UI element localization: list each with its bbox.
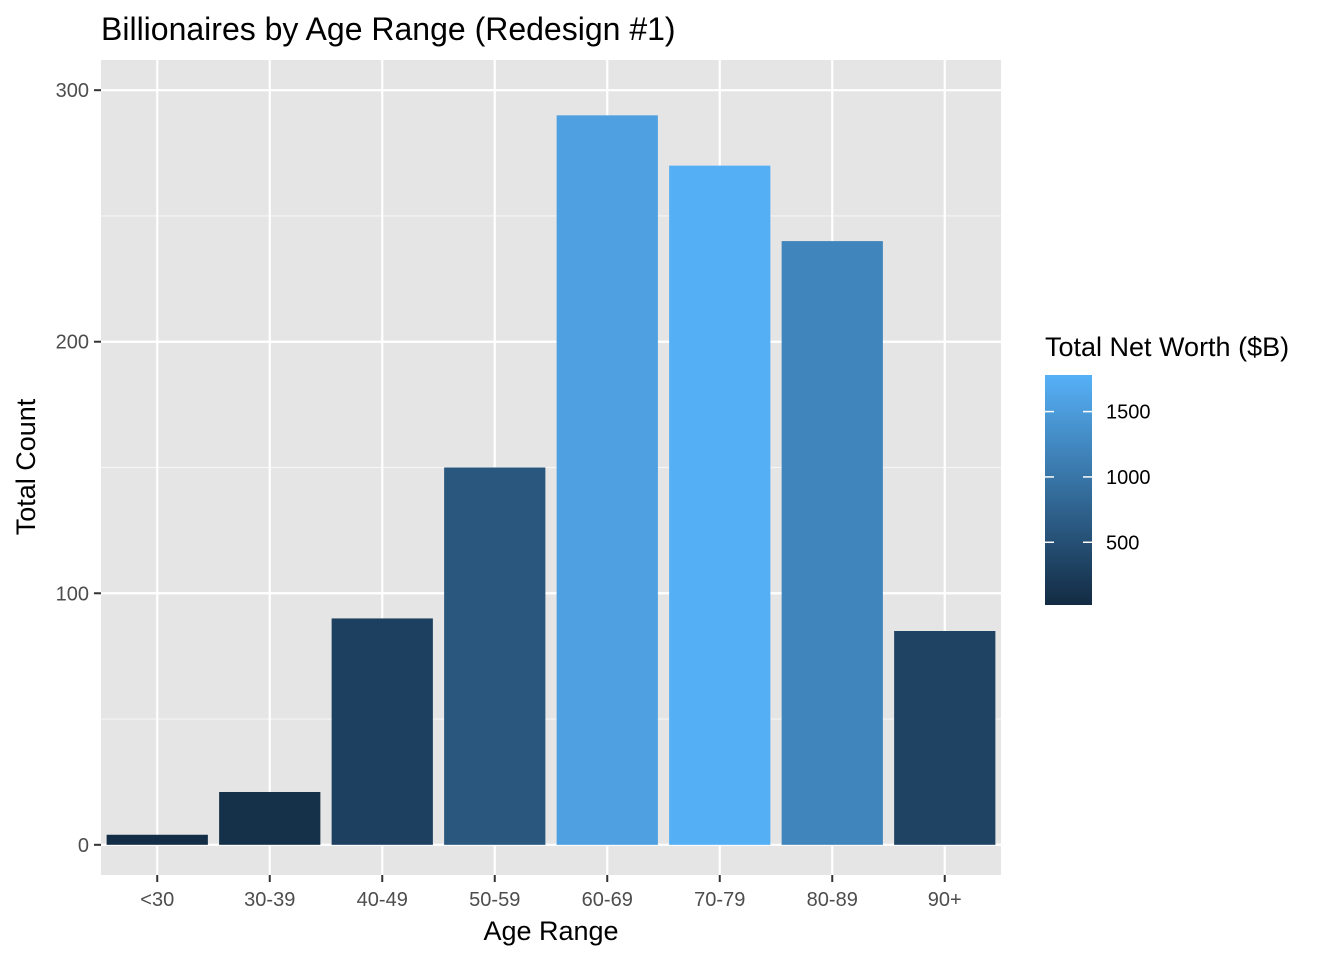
- legend-title: Total Net Worth ($B): [1045, 332, 1289, 362]
- x-axis: <30 30-39 40-49 50-59 60-69 70-79 80-89 90+: [140, 875, 962, 911]
- legend-tick-label: 1500: [1106, 402, 1151, 424]
- bar: [781, 241, 883, 845]
- x-tick-label: 90+: [928, 889, 962, 911]
- x-tick-label: 80-89: [807, 889, 858, 911]
- bars: [106, 115, 996, 845]
- bar: [444, 467, 546, 845]
- x-tick-label: <30: [140, 889, 174, 911]
- x-tick-label: 70-79: [694, 889, 745, 911]
- bar: [219, 791, 321, 845]
- y-tick-label: 100: [56, 583, 89, 605]
- legend-tick-label: 500: [1106, 532, 1139, 554]
- y-axis: 0 100 200 300: [56, 80, 101, 857]
- color-legend: Total Net Worth ($B) 500 1000 1500: [1045, 332, 1289, 605]
- y-tick-label: 200: [56, 332, 89, 354]
- bar: [894, 631, 996, 845]
- x-tick-label: 30-39: [244, 889, 295, 911]
- y-tick-label: 0: [78, 835, 89, 857]
- y-axis-title: Total Count: [11, 398, 41, 535]
- legend-tick-label: 1000: [1106, 467, 1151, 489]
- bar: [331, 618, 433, 845]
- bar: [106, 834, 208, 845]
- bar: [556, 115, 658, 845]
- chart-title: Billionaires by Age Range (Redesign #1): [101, 11, 676, 47]
- x-tick-label: 40-49: [357, 889, 408, 911]
- x-tick-label: 50-59: [469, 889, 520, 911]
- legend-ticks: 500 1000 1500: [1045, 402, 1151, 554]
- x-axis-title: Age Range: [483, 916, 618, 946]
- x-tick-label: 60-69: [582, 889, 633, 911]
- bar: [669, 165, 771, 845]
- y-tick-label: 300: [56, 80, 89, 102]
- legend-colorbar: [1045, 375, 1092, 605]
